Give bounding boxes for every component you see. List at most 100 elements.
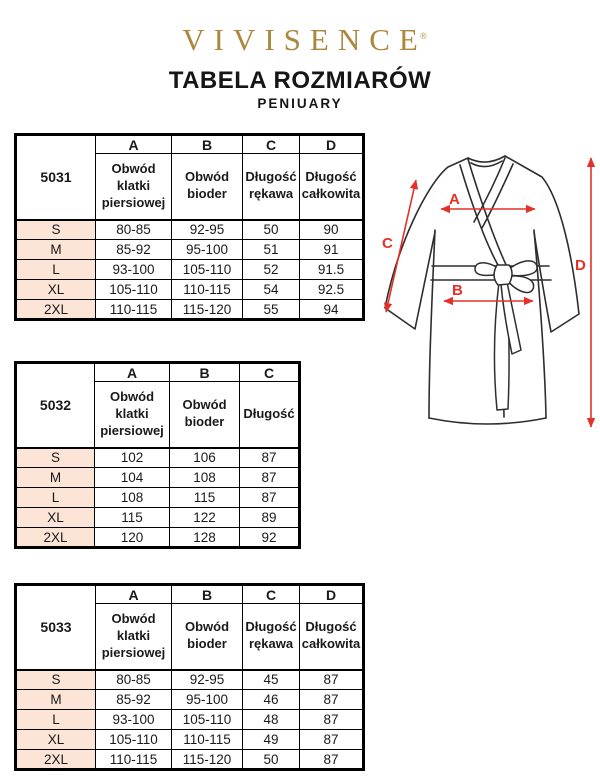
- column-label: Długość rękawa: [242, 153, 300, 220]
- measurement-value: 87: [239, 446, 300, 468]
- size-label: L: [15, 259, 96, 280]
- table-row: M 104 108 87: [15, 467, 300, 488]
- measurement-value: 55: [242, 299, 300, 320]
- measurement-label-a: A: [449, 191, 460, 208]
- table-body: S 102 106 87 M 104 108 87 L 108 115 87 XL 115 122 89 2XL…: [15, 446, 300, 548]
- size-label: L: [15, 487, 95, 508]
- measurement-value: 51: [242, 239, 300, 260]
- size-label: M: [15, 689, 96, 710]
- brand-logo: VIVISENCE®: [0, 22, 600, 58]
- measurement-value: 104: [94, 467, 170, 488]
- measurement-value: 94: [299, 299, 364, 320]
- measurement-arrows: [383, 157, 596, 428]
- measurement-label-c: C: [382, 235, 393, 252]
- measurement-value: 95-100: [171, 689, 243, 710]
- measurement-value: 46: [242, 689, 300, 710]
- table-row: 2XL 110-115 115-120 50 87: [15, 749, 364, 770]
- table-row: L 108 115 87: [15, 487, 300, 508]
- table-body: S 80-85 92-95 50 90 M 85-92 95-100 51 91 L 93-100 10…: [15, 218, 364, 320]
- column-letter: D: [299, 134, 364, 154]
- size-label: S: [15, 446, 95, 468]
- measurement-value: 80-85: [95, 218, 172, 240]
- size-table: 5031 A B C D Obwód klatki piersiowej Obwód bio…: [14, 133, 365, 321]
- table-header: 5031 A B C D Obwód klatki piersiowej Obwód bio…: [15, 134, 364, 220]
- size-label: XL: [15, 729, 96, 750]
- header-label-row: Obwód klatki piersiowej Obwód bioder Długo…: [16, 381, 300, 448]
- header-letter-row: 5032 A B C: [15, 362, 300, 448]
- measurement-value: 105-110: [95, 279, 172, 300]
- belt-bow: [474, 260, 538, 411]
- table-header: 5032 A B C Obwód klatki piersiowej Obwód biod…: [15, 362, 300, 448]
- measurement-value: 128: [169, 527, 240, 548]
- measurement-value: 108: [94, 487, 170, 508]
- measurement-value: 105-110: [171, 259, 243, 280]
- table-row: S 80-85 92-95 45 87: [15, 668, 364, 690]
- column-label: Obwód bioder: [171, 603, 243, 670]
- column-letter: A: [95, 584, 172, 604]
- size-table: 5033 A B C D Obwód klatki piersiowej Obwód bio…: [14, 583, 365, 771]
- size-label: M: [15, 239, 96, 260]
- measurement-value: 92: [239, 527, 300, 548]
- column-letter: A: [95, 134, 172, 154]
- column-letter: D: [299, 584, 364, 604]
- measurement-value: 92-95: [171, 218, 243, 240]
- arrow-c: [383, 179, 419, 313]
- model-number: 5031: [15, 134, 96, 220]
- size-label: 2XL: [15, 299, 96, 320]
- measurement-value: 92-95: [171, 668, 243, 690]
- table-body: S 80-85 92-95 45 87 M 85-92 95-100 46 87 L 93-100 10…: [15, 668, 364, 770]
- measurement-value: 49: [242, 729, 300, 750]
- table-row: S 102 106 87: [15, 446, 300, 468]
- size-label: 2XL: [15, 749, 96, 770]
- measurement-value: 89: [239, 507, 300, 528]
- size-table: 5032 A B C Obwód klatki piersiowej Obwód biod…: [14, 361, 301, 549]
- measurement-value: 80-85: [95, 668, 172, 690]
- measurement-value: 93-100: [95, 709, 172, 730]
- table-row: M 85-92 95-100 51 91: [15, 239, 364, 260]
- measurement-value: 110-115: [171, 279, 243, 300]
- measurement-value: 105-110: [171, 709, 243, 730]
- size-label: XL: [15, 507, 95, 528]
- column-label: Długość rękawa: [242, 603, 300, 670]
- column-label: Długość: [239, 381, 300, 448]
- measurement-value: 93-100: [95, 259, 172, 280]
- measurement-value: 85-92: [95, 689, 172, 710]
- measurement-value: 91.5: [299, 259, 364, 280]
- measurement-value: 48: [242, 709, 300, 730]
- column-label: Długość całkowita: [299, 153, 364, 220]
- table-row: XL 115 122 89: [15, 507, 300, 528]
- header-label-row: Obwód klatki piersiowej Obwód bioder Długo…: [16, 153, 364, 220]
- table-row: L 93-100 105-110 52 91.5: [15, 259, 364, 280]
- measurement-value: 87: [299, 689, 364, 710]
- measurement-value: 91: [299, 239, 364, 260]
- measurement-value: 115: [169, 487, 240, 508]
- measurement-value: 87: [299, 668, 364, 690]
- table-row: M 85-92 95-100 46 87: [15, 689, 364, 710]
- table-row: XL 105-110 110-115 54 92.5: [15, 279, 364, 300]
- measurement-value: 90: [299, 218, 364, 240]
- measurement-label-b: B: [452, 282, 463, 299]
- measurement-value: 92.5: [299, 279, 364, 300]
- size-label: S: [15, 218, 96, 240]
- measurement-value: 45: [242, 668, 300, 690]
- measurement-value: 110-115: [171, 729, 243, 750]
- column-letter: B: [169, 362, 240, 382]
- measurement-value: 115-120: [171, 749, 243, 770]
- column-letter: C: [239, 362, 300, 382]
- measurement-value: 120: [94, 527, 170, 548]
- measurement-value: 87: [299, 709, 364, 730]
- measurement-value: 85-92: [95, 239, 172, 260]
- column-label: Obwód klatki piersiowej: [95, 603, 172, 670]
- table-header: 5033 A B C D Obwód klatki piersiowej Obwód bio…: [15, 584, 364, 670]
- column-label: Obwód klatki piersiowej: [94, 381, 170, 448]
- table-row: S 80-85 92-95 50 90: [15, 218, 364, 240]
- column-label: Obwód bioder: [169, 381, 240, 448]
- measurement-value: 50: [242, 218, 300, 240]
- header-label-row: Obwód klatki piersiowej Obwód bioder Długo…: [16, 603, 364, 670]
- measurement-value: 50: [242, 749, 300, 770]
- measurement-value: 87: [239, 467, 300, 488]
- table-row: XL 105-110 110-115 49 87: [15, 729, 364, 750]
- measurement-value: 108: [169, 467, 240, 488]
- robe-outline: [384, 155, 580, 425]
- size-label: XL: [15, 279, 96, 300]
